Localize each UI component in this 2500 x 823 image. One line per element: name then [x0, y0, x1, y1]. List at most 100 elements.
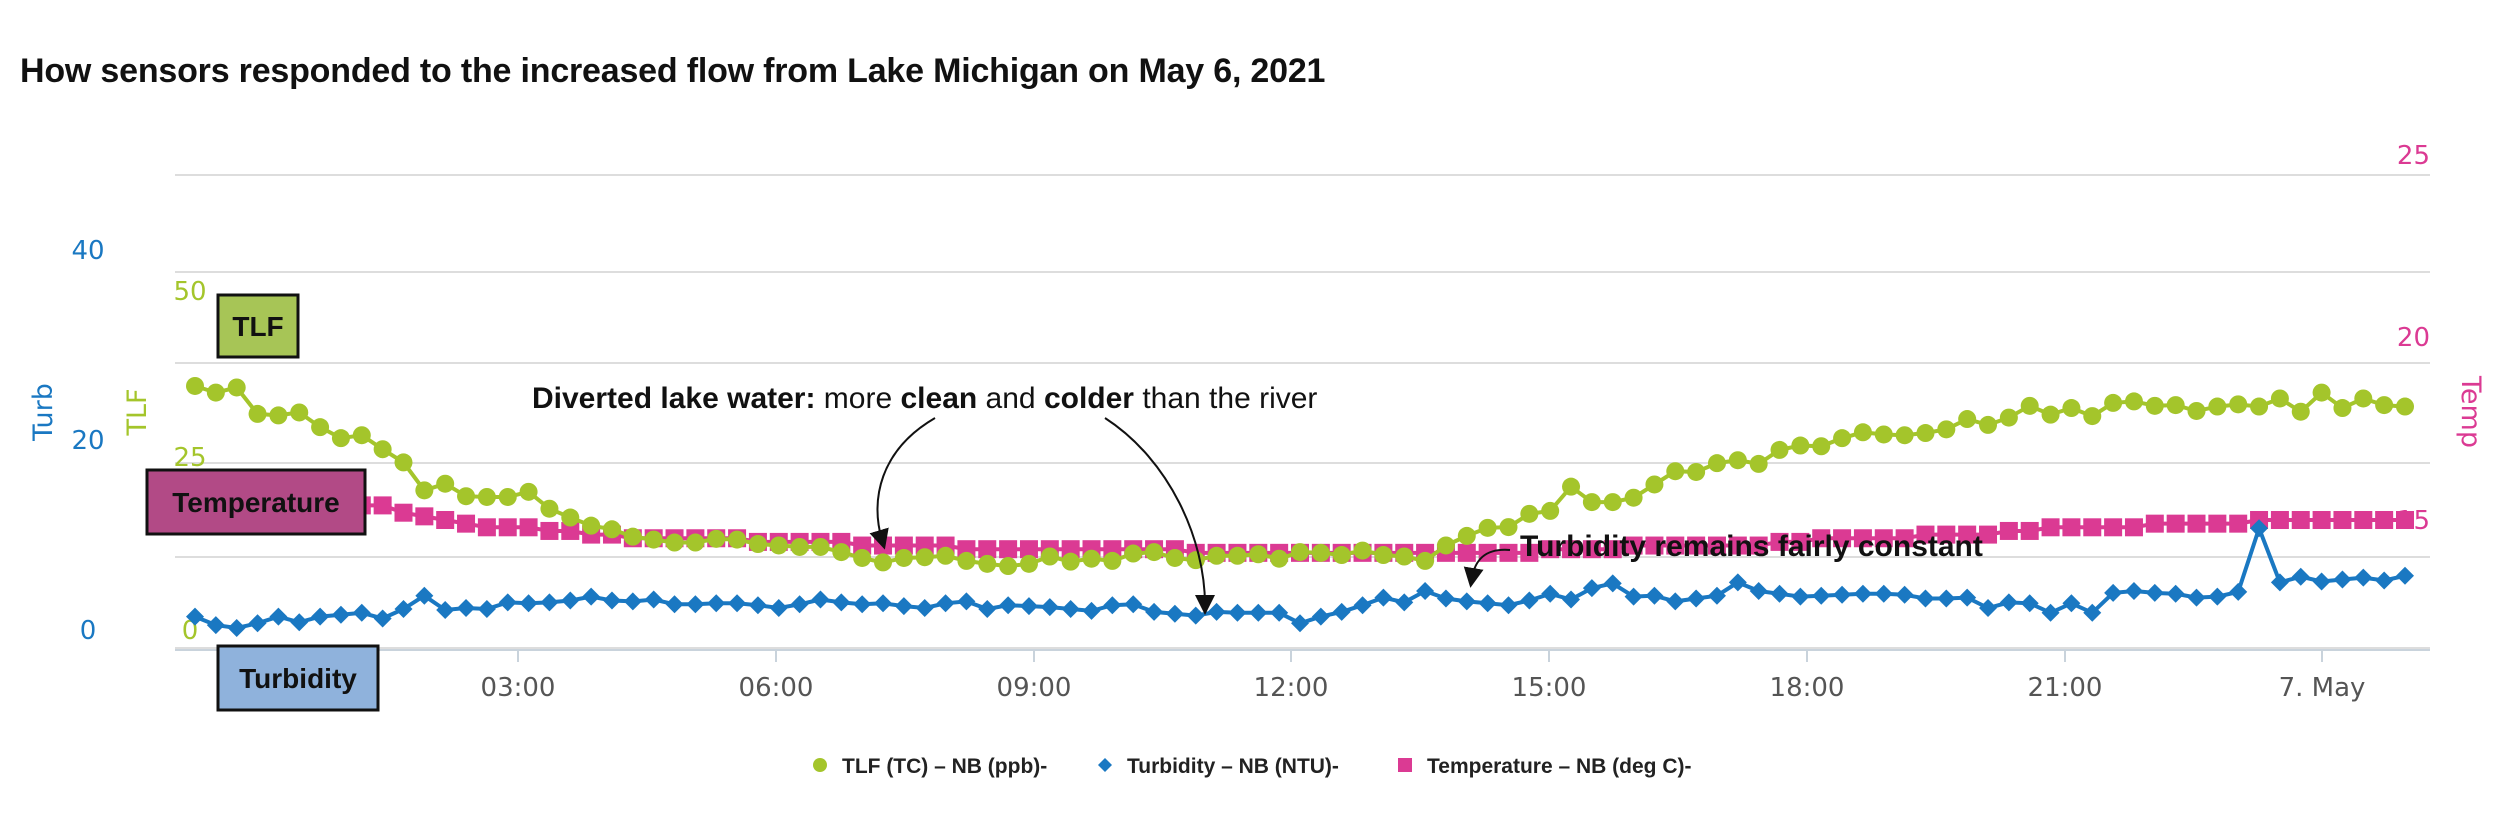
temperature-point — [1770, 532, 1789, 551]
temperature-point — [1707, 536, 1726, 555]
tlf-point — [1145, 543, 1164, 562]
turbidity-point — [1061, 600, 1080, 618]
turbidity-point — [2333, 570, 2352, 589]
temperature-label-box: Temperature — [145, 468, 367, 536]
turbidity-point — [186, 607, 204, 626]
tlf-point — [1833, 429, 1852, 448]
legend-marker-circle — [813, 758, 827, 772]
tlf-point — [415, 481, 434, 500]
temperature-point — [2187, 514, 2206, 533]
tlf-point — [2124, 392, 2143, 411]
tlf-point — [561, 508, 580, 527]
turbidity-point — [1353, 596, 1372, 615]
tlf-point — [1541, 501, 1560, 520]
turbidity-point — [1207, 602, 1226, 621]
annotation-diverted-part: Diverted lake water: — [532, 382, 815, 415]
turbidity-point — [1103, 596, 1122, 615]
tlf-point — [1457, 526, 1476, 545]
temperature-point — [999, 540, 1018, 559]
turbidity-point — [561, 591, 580, 610]
tlf-point — [436, 474, 455, 493]
temperature-point — [2166, 514, 2185, 533]
temperature-axis-tick: 25 — [2397, 141, 2430, 171]
legend-marker-square — [1398, 758, 1412, 772]
turbidity-point — [1270, 603, 1289, 622]
tlf-point — [853, 548, 872, 567]
tlf-point — [1812, 437, 1831, 456]
turbidity-point — [1707, 586, 1726, 605]
tlf-label-box: TLF — [216, 293, 300, 359]
turbidity-point — [1645, 586, 1664, 605]
tlf-point — [206, 383, 225, 402]
tlf-point — [1770, 440, 1789, 459]
temperature-point — [1582, 540, 1601, 559]
turbidity-series — [186, 519, 2414, 637]
tlf-point — [1165, 548, 1184, 567]
legend-item: TLF (TC) – NB (ppb)- — [813, 755, 1047, 778]
turbidity-point — [1770, 584, 1789, 603]
tlf-point — [352, 426, 371, 445]
tlf-point — [1937, 420, 1956, 439]
tlf-point — [2166, 396, 2185, 415]
temperature-point — [457, 514, 476, 533]
turbidity-point — [311, 607, 330, 626]
turbidity-point — [373, 609, 392, 628]
tlf-point — [1270, 549, 1289, 568]
temperature-point — [1791, 532, 1810, 551]
turbidity-point — [1749, 581, 1768, 600]
tlf-point — [2020, 396, 2039, 415]
annotation-arrow-colder — [1104, 417, 1215, 615]
tlf-point — [2333, 399, 2352, 418]
turbidity-point — [1228, 603, 1247, 622]
tlf-point — [728, 530, 747, 549]
turbidity-point — [1541, 584, 1560, 603]
tlf-point — [2104, 393, 2123, 412]
turbidity-point — [1291, 614, 1309, 633]
tlf-label-bg — [216, 293, 300, 359]
tlf-point — [1478, 518, 1497, 537]
annotation-diverted-part: more — [815, 382, 900, 415]
tlf-point — [1916, 424, 1935, 443]
tlf-point — [1019, 554, 1038, 573]
turbidity-point — [498, 593, 517, 612]
x-axis: 03:00 06:00 09:00 12:00 15:00 18:00 21:00 7. Ma… — [481, 650, 2365, 703]
tlf-point — [290, 403, 309, 422]
turbidity-point — [1603, 574, 1622, 593]
turbidity-point — [874, 594, 893, 613]
chart-title: How sensors responded to the increased f… — [20, 52, 1326, 90]
temperature-point — [436, 511, 455, 529]
temperature-point — [894, 536, 913, 555]
turbidity-point — [2396, 566, 2414, 585]
temperature-point — [2083, 518, 2102, 537]
turbidity-point — [2270, 573, 2289, 592]
turbidity-point — [1332, 602, 1351, 621]
tlf-point — [1082, 549, 1101, 568]
tlf-point — [1228, 546, 1247, 565]
x-tick-label: 12:00 — [1254, 673, 1329, 703]
turbidity-point — [1895, 585, 1914, 604]
tlf-point — [2083, 407, 2102, 426]
x-tick-label: 15:00 — [1512, 673, 1587, 703]
annotation-diverted-part: colder — [1044, 382, 1134, 415]
temperature-point — [1833, 529, 1852, 548]
tlf-point — [665, 533, 684, 552]
turbidity-point — [1562, 590, 1581, 609]
tlf-point — [1374, 546, 1393, 565]
temperature-point — [1895, 529, 1914, 548]
tlf-point — [2208, 397, 2227, 416]
turbidity-point — [748, 596, 767, 615]
temperature-point — [373, 496, 392, 515]
tlf-point — [331, 429, 350, 448]
tlf-point — [1207, 546, 1226, 565]
tlf-point — [1353, 541, 1372, 560]
turbidity-point — [269, 607, 288, 626]
temperature-point — [1874, 529, 1893, 548]
turbidity-point — [1311, 607, 1330, 626]
tlf-point — [1979, 415, 1998, 434]
turbidity-point — [1395, 593, 1414, 612]
temperature-point — [2396, 511, 2414, 529]
legend-marker-diamond — [1098, 758, 1112, 772]
tlf-point — [582, 516, 601, 535]
tlf-point — [477, 487, 496, 506]
temperature-point — [1687, 536, 1706, 555]
